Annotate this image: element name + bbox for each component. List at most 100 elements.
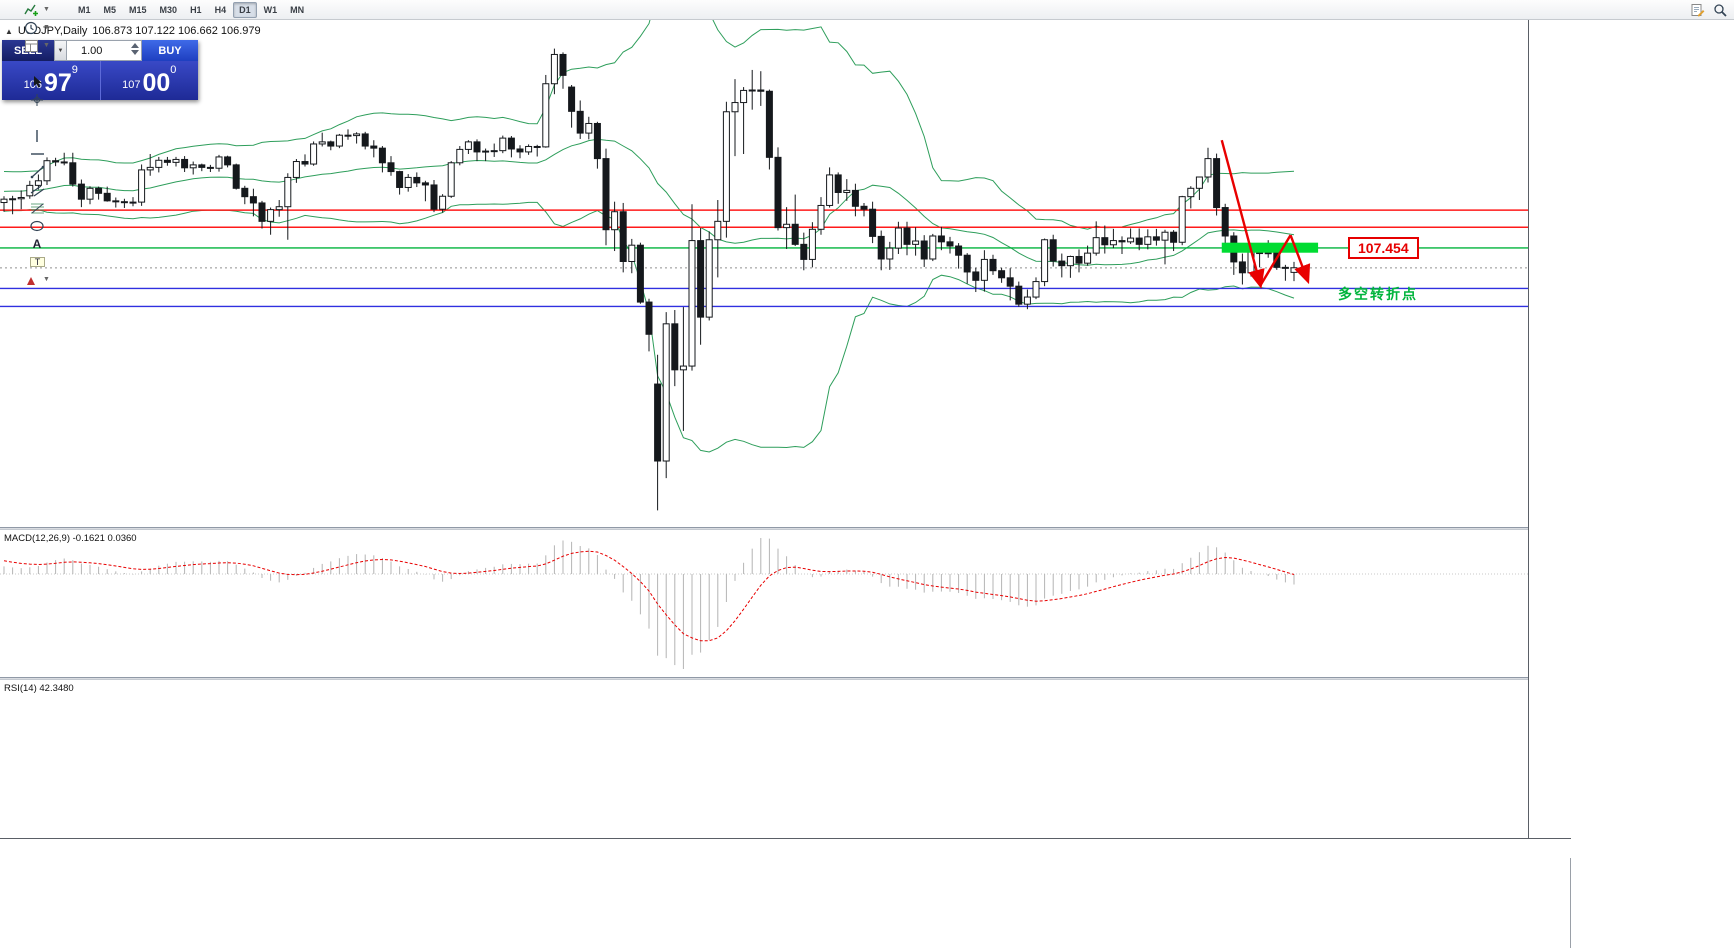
macd-chart-canvas[interactable]: [0, 530, 1528, 677]
timeframe-button-d1[interactable]: D1: [233, 1, 257, 18]
candle: [224, 156, 232, 166]
candle: [249, 196, 257, 204]
candle: [550, 53, 558, 85]
candle: [456, 148, 464, 164]
annotation-layer: 107.454 多空转折点: [0, 20, 1528, 527]
candle: [1066, 255, 1074, 267]
volume-value: 1.00: [81, 44, 103, 57]
candle: [1006, 277, 1014, 287]
candle: [1118, 240, 1126, 243]
highlight-rect-object[interactable]: [1221, 242, 1319, 253]
candle: [800, 243, 808, 260]
candle: [112, 200, 120, 203]
buy-button[interactable]: BUY: [142, 40, 198, 61]
templates-icon[interactable]: ▼: [3, 37, 71, 55]
candle: [516, 148, 524, 153]
timeframe-button-m15[interactable]: M15: [129, 4, 147, 15]
fibonacci-icon[interactable]: [3, 199, 71, 217]
candle: [808, 228, 816, 260]
candle: [525, 145, 533, 153]
rsi-chart-canvas[interactable]: [0, 680, 1528, 838]
candle: [636, 244, 644, 303]
volume-up-icon[interactable]: [131, 43, 139, 48]
candle: [439, 195, 447, 210]
candle: [292, 161, 300, 178]
candle: [206, 166, 214, 169]
buy-price-pip: 0: [170, 64, 177, 76]
timeframe-button-h4[interactable]: H4: [214, 4, 227, 15]
candle: [0, 198, 8, 204]
shapes-icon[interactable]: [3, 217, 71, 235]
candle: [138, 169, 146, 203]
candle: [52, 160, 60, 163]
candle: [1135, 237, 1143, 245]
candle: [585, 122, 593, 134]
crosshair-icon[interactable]: [3, 91, 71, 109]
timeframe-button-m30[interactable]: M30: [159, 4, 178, 15]
timeframe-button-m1[interactable]: M1: [78, 4, 91, 15]
periods-icon[interactable]: ▼: [3, 19, 71, 37]
candle: [335, 134, 343, 147]
macd-label: MACD(12,26,9) -0.1621 0.0360: [4, 533, 137, 544]
timeframe-button-w1[interactable]: W1: [263, 4, 278, 15]
candle: [886, 247, 894, 260]
candle: [714, 220, 722, 241]
turning-point-note[interactable]: 多空转折点: [1338, 286, 1418, 302]
candle: [189, 164, 197, 169]
channel-icon[interactable]: [3, 181, 71, 199]
cursor-icon[interactable]: [3, 73, 71, 91]
arrows-icon[interactable]: ▼: [3, 271, 71, 289]
one-click-toggle-icon[interactable]: ▲: [5, 26, 13, 36]
date-axis[interactable]: [0, 838, 1571, 858]
trendline-icon[interactable]: [3, 163, 71, 181]
candle: [1144, 236, 1152, 245]
volume-stepper[interactable]: [131, 43, 139, 55]
volume-down-icon[interactable]: [131, 50, 139, 55]
candle: [120, 201, 128, 204]
candle: [507, 137, 515, 150]
search-icon[interactable]: [1710, 1, 1731, 19]
candle: [1015, 285, 1023, 305]
macd-histogram: [3, 538, 1295, 669]
price-axis[interactable]: [1528, 20, 1571, 838]
candle: [1049, 239, 1057, 262]
indicators-icon[interactable]: ▼: [3, 1, 71, 19]
timeframe-button-mn[interactable]: MN: [290, 4, 305, 15]
candle: [146, 166, 154, 171]
horizontal-line-icon[interactable]: [3, 145, 71, 163]
candle: [998, 270, 1006, 279]
candle: [1041, 239, 1049, 283]
candle: [1238, 261, 1246, 274]
text-icon[interactable]: A: [3, 235, 71, 253]
candle: [791, 223, 799, 245]
timeframe-button-m5[interactable]: M5: [103, 4, 117, 15]
candle: [163, 159, 171, 163]
vertical-line-icon[interactable]: [3, 127, 71, 145]
volume-dropdown-button[interactable]: ▼: [54, 40, 67, 61]
volume-input[interactable]: 1.00: [67, 40, 142, 61]
macd-signal-line: [3, 550, 1295, 642]
candle: [1170, 231, 1178, 243]
buy-price-main: 00: [142, 69, 171, 97]
panel-splitter-rsi[interactable]: [0, 677, 1571, 680]
text-label-icon[interactable]: T: [3, 253, 71, 271]
candle: [396, 171, 404, 188]
candle: [1084, 252, 1092, 264]
buy-price[interactable]: 107 00 0: [101, 61, 199, 100]
edit-icon[interactable]: [1687, 1, 1708, 19]
candle: [593, 122, 601, 160]
candle: [697, 240, 705, 318]
candle: [361, 133, 369, 147]
panel-splitter-macd[interactable]: [0, 527, 1571, 530]
candle: [318, 141, 326, 145]
trend-arrow-object[interactable]: [1220, 139, 1311, 289]
candle: [705, 239, 713, 318]
candle: [155, 159, 163, 168]
candle: [920, 240, 928, 260]
main-chart-canvas[interactable]: [0, 20, 1528, 527]
timeframe-button-h1[interactable]: H1: [190, 4, 202, 15]
candle: [628, 244, 636, 263]
candle: [645, 301, 653, 335]
candle: [877, 235, 885, 260]
price-callout-box[interactable]: 107.454: [1348, 237, 1419, 259]
